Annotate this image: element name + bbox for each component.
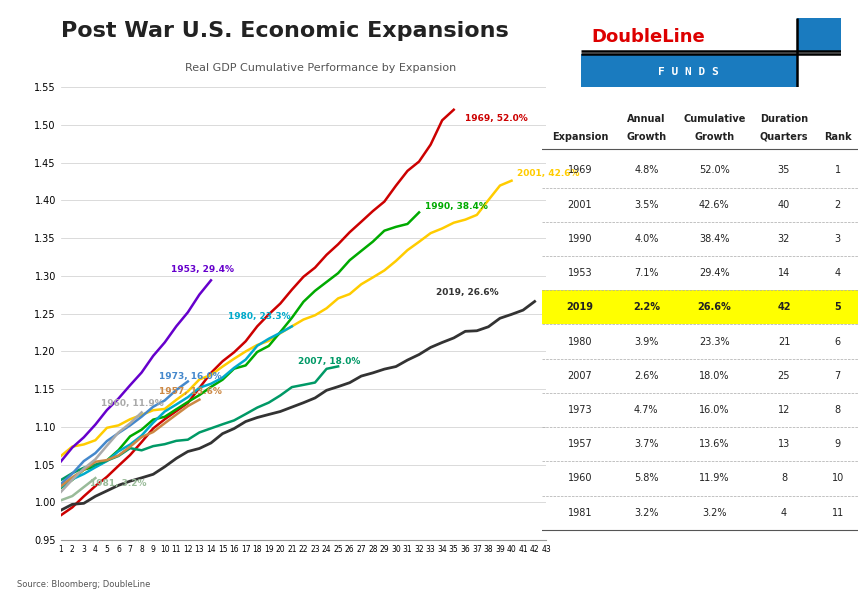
Text: 2001: 2001 [568, 200, 592, 209]
Text: Real GDP Cumulative Performance by Expansion: Real GDP Cumulative Performance by Expan… [186, 63, 456, 73]
Text: 1980: 1980 [568, 337, 592, 347]
Text: 2: 2 [835, 200, 841, 209]
Text: 3.7%: 3.7% [634, 439, 659, 449]
Text: 5: 5 [834, 302, 841, 313]
Text: 3.9%: 3.9% [634, 337, 659, 347]
Text: F U N D S: F U N D S [658, 67, 720, 77]
Text: 3.2%: 3.2% [634, 508, 659, 518]
Text: 18.0%: 18.0% [699, 371, 730, 381]
Text: 1969, 52.0%: 1969, 52.0% [466, 114, 528, 123]
Text: 1960, 11.9%: 1960, 11.9% [101, 398, 164, 407]
Text: 29.4%: 29.4% [699, 268, 730, 278]
Text: 40: 40 [778, 200, 790, 209]
Text: 32: 32 [778, 234, 790, 244]
Text: 35: 35 [778, 166, 790, 175]
Text: Cumulative: Cumulative [683, 115, 746, 124]
Text: 1981, 3.2%: 1981, 3.2% [89, 479, 147, 488]
Text: 13.6%: 13.6% [699, 439, 730, 449]
Text: 2019: 2019 [566, 302, 593, 313]
Text: 4: 4 [835, 268, 841, 278]
Text: 1980, 23.3%: 1980, 23.3% [228, 312, 291, 321]
Text: 10: 10 [831, 473, 844, 484]
Text: Source: Bloomberg; DoubleLine: Source: Bloomberg; DoubleLine [17, 580, 151, 589]
Text: 2.6%: 2.6% [634, 371, 659, 381]
Text: 11.9%: 11.9% [699, 473, 730, 484]
Text: 2019, 26.6%: 2019, 26.6% [436, 289, 499, 298]
Text: 4: 4 [781, 508, 787, 518]
Bar [581, 54, 797, 87]
Text: 3.5%: 3.5% [634, 200, 659, 209]
Text: Duration: Duration [759, 115, 808, 124]
Text: 42.6%: 42.6% [699, 200, 730, 209]
Text: 1973, 16.0%: 1973, 16.0% [159, 372, 222, 381]
Text: 12: 12 [778, 405, 790, 415]
Text: 42: 42 [777, 302, 791, 313]
Text: 21: 21 [778, 337, 790, 347]
Text: 4.8%: 4.8% [634, 166, 659, 175]
Text: 1990, 38.4%: 1990, 38.4% [425, 202, 488, 211]
Text: 7.1%: 7.1% [634, 268, 659, 278]
Bar [542, 290, 858, 325]
Text: 2.2%: 2.2% [633, 302, 660, 313]
Text: 4.0%: 4.0% [634, 234, 659, 244]
Text: 1973: 1973 [568, 405, 592, 415]
Text: 11: 11 [831, 508, 844, 518]
Text: Growth: Growth [626, 132, 667, 142]
Text: 1957: 1957 [568, 439, 592, 449]
Text: 16.0%: 16.0% [699, 405, 730, 415]
Text: 14: 14 [778, 268, 790, 278]
Text: 2001, 42.6%: 2001, 42.6% [518, 169, 580, 178]
Text: 1957, 13.6%: 1957, 13.6% [159, 388, 222, 397]
Text: 26.6%: 26.6% [697, 302, 731, 313]
Text: Expansion: Expansion [551, 132, 608, 142]
Text: Annual: Annual [627, 115, 666, 124]
Text: 13: 13 [778, 439, 790, 449]
Bar [797, 18, 841, 51]
Text: 38.4%: 38.4% [699, 234, 730, 244]
Text: 52.0%: 52.0% [699, 166, 730, 175]
Text: 9: 9 [835, 439, 841, 449]
Text: 5.8%: 5.8% [634, 473, 659, 484]
Text: Growth: Growth [694, 132, 734, 142]
Text: 25: 25 [778, 371, 790, 381]
Text: 1953: 1953 [568, 268, 592, 278]
Text: 1969: 1969 [568, 166, 592, 175]
Text: 1990: 1990 [568, 234, 592, 244]
Text: Rank: Rank [824, 132, 851, 142]
Text: Quarters: Quarters [759, 132, 808, 142]
Text: 1: 1 [835, 166, 841, 175]
Text: 6: 6 [835, 337, 841, 347]
Text: DoubleLine: DoubleLine [591, 28, 705, 46]
Text: Post War U.S. Economic Expansions: Post War U.S. Economic Expansions [61, 21, 508, 41]
Text: 23.3%: 23.3% [699, 337, 730, 347]
Text: 7: 7 [835, 371, 841, 381]
Text: 1960: 1960 [568, 473, 592, 484]
Text: 8: 8 [781, 473, 787, 484]
Text: 3: 3 [835, 234, 841, 244]
Text: 8: 8 [835, 405, 841, 415]
Text: 3.2%: 3.2% [702, 508, 727, 518]
Text: 1981: 1981 [568, 508, 592, 518]
Text: 4.7%: 4.7% [634, 405, 659, 415]
Text: 2007, 18.0%: 2007, 18.0% [297, 357, 360, 366]
Text: 2007: 2007 [568, 371, 592, 381]
Text: 1953, 29.4%: 1953, 29.4% [171, 265, 233, 274]
